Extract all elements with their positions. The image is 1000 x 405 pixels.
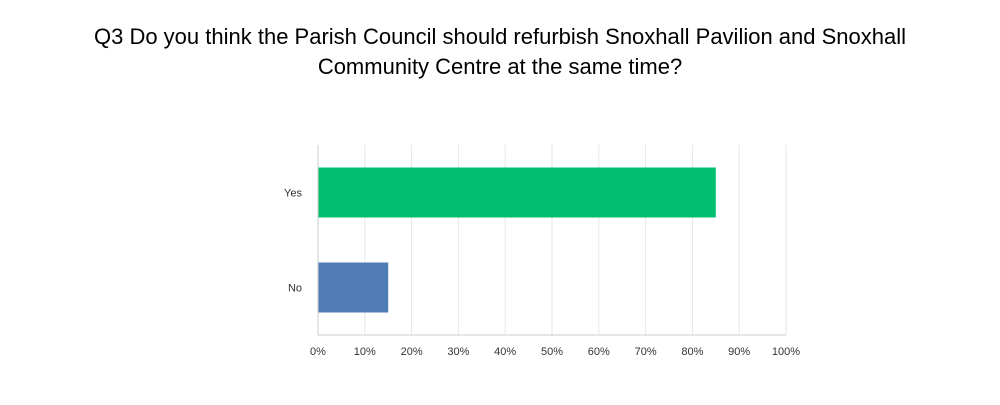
bar-no (318, 262, 389, 313)
x-tick-label: 70% (635, 346, 657, 358)
x-tick-label: 90% (728, 346, 750, 358)
chart-title-line-2: Community Centre at the same time? (317, 54, 683, 79)
axes (317, 145, 786, 336)
y-category-label: Yes (284, 188, 302, 200)
x-tick-label: 10% (354, 346, 376, 358)
x-tick-label: 20% (401, 346, 423, 358)
x-tick-label: 50% (541, 346, 563, 358)
x-tick-label: 30% (447, 346, 469, 358)
labels: 0% 10% 20% 30% 40% 50% 60% 70% 80% 90% 100% Yes No (284, 188, 800, 359)
chart-title: Q3 Do you think the Parish Council shoul… (0, 22, 1000, 82)
chart-title-line-1: Q3 Do you think the Parish Council shoul… (93, 24, 907, 49)
x-tick-label: 100% (772, 346, 800, 358)
x-tick-label: 60% (588, 346, 610, 358)
bar-yes (318, 167, 716, 218)
x-tick-label: 0% (310, 346, 326, 358)
x-tick-label: 40% (494, 346, 516, 358)
bars (318, 167, 716, 313)
y-category-label: No (288, 283, 302, 295)
x-tick-label: 80% (681, 346, 703, 358)
